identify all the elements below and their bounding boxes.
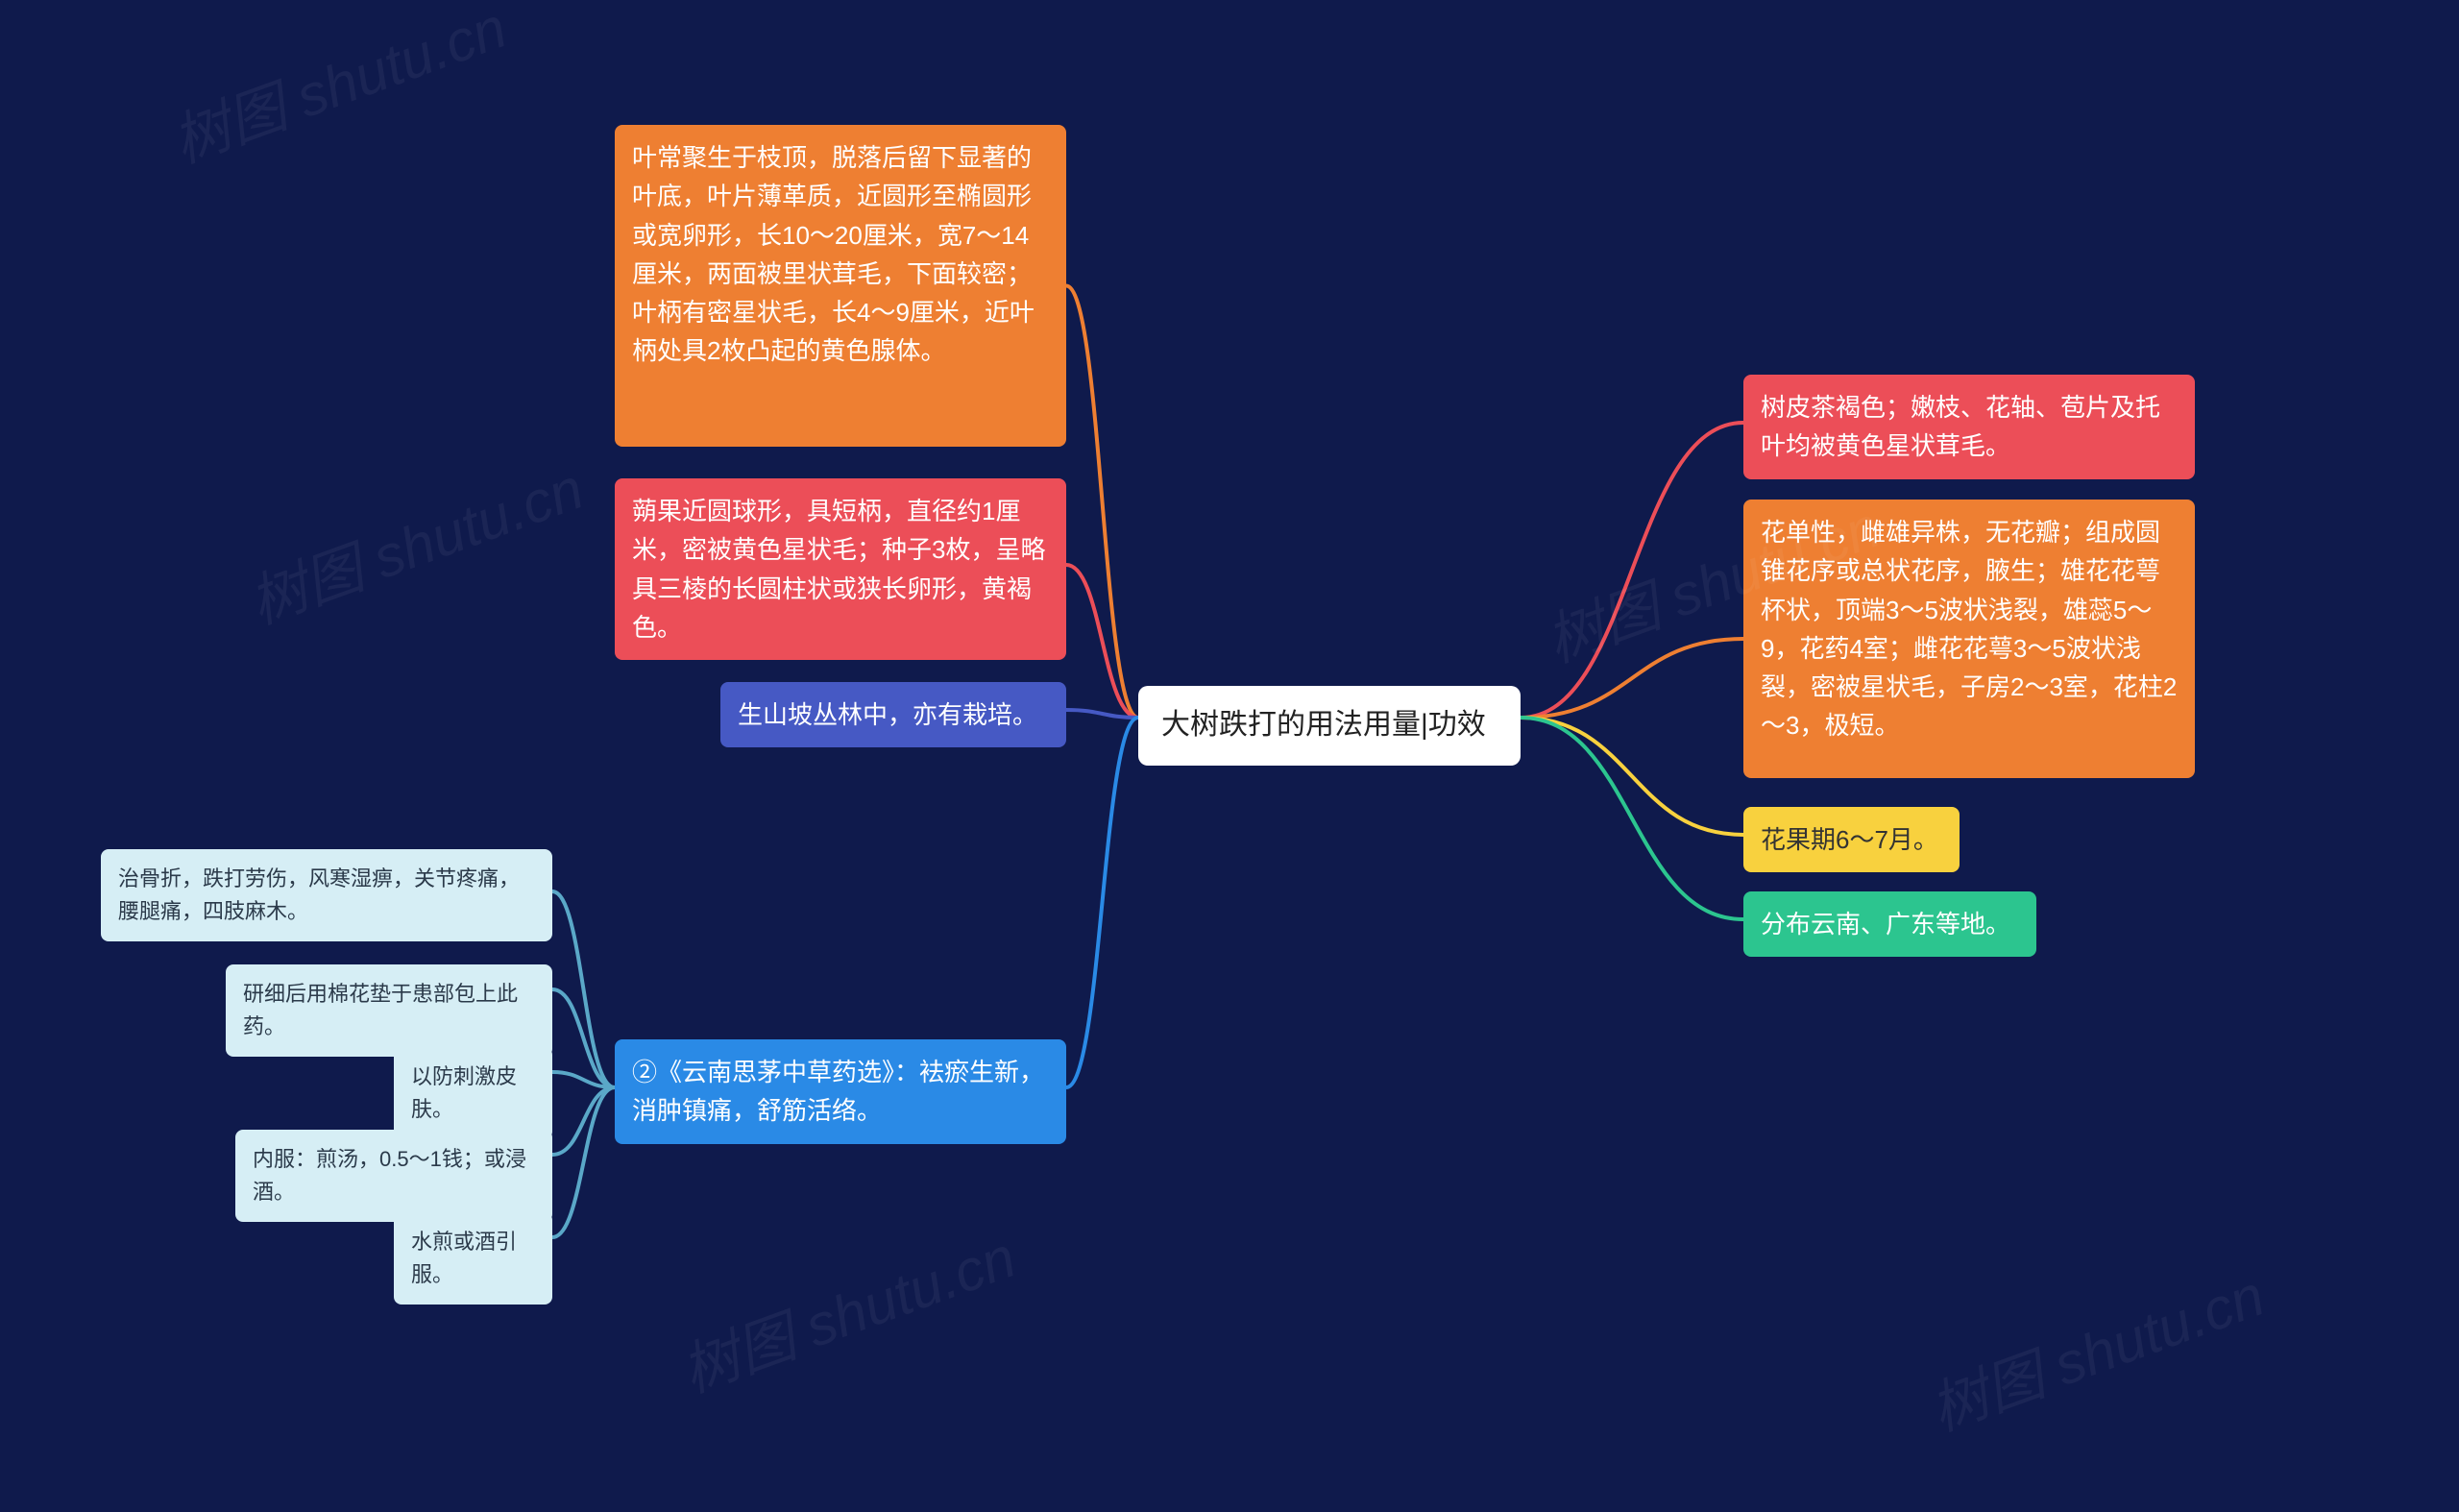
child-node-c4[interactable]: 内服：煎汤，0.5～1钱；或浸酒。 <box>235 1130 552 1222</box>
right-node-r2[interactable]: 花单性，雌雄异株，无花瓣；组成圆锥花序或总状花序，腋生；雄花花萼杯状，顶端3～5… <box>1743 500 2195 778</box>
right-node-r1[interactable]: 树皮茶褐色；嫩枝、花轴、苞片及托叶均被黄色星状茸毛。 <box>1743 375 2195 479</box>
left-node-l2[interactable]: 蒴果近圆球形，具短柄，直径约1厘米，密被黄色星状毛；种子3枚，呈略具三棱的长圆柱… <box>615 478 1066 660</box>
watermark: 树图 shutu.cn <box>1917 1249 2274 1447</box>
watermark: 树图 shutu.cn <box>669 1210 1025 1408</box>
left-node-l3[interactable]: 生山坡丛林中，亦有栽培。 <box>720 682 1066 747</box>
child-node-c1[interactable]: 治骨折，跌打劳伤，风寒湿痹，关节疼痛，腰腿痛，四肢麻木。 <box>101 849 552 941</box>
watermark: 树图 shutu.cn <box>159 0 516 180</box>
left-node-l4[interactable]: ②《云南思茅中草药选》：袪瘀生新，消肿镇痛，舒筋活络。 <box>615 1039 1066 1144</box>
right-node-r4[interactable]: 分布云南、广东等地。 <box>1743 891 2036 957</box>
left-node-l1[interactable]: 叶常聚生于枝顶，脱落后留下显著的叶底，叶片薄革质，近圆形至椭圆形或宽卵形，长10… <box>615 125 1066 447</box>
root-node[interactable]: 大树跌打的用法用量|功效 <box>1138 686 1521 766</box>
child-node-c5[interactable]: 水煎或酒引服。 <box>394 1212 552 1305</box>
right-node-r3[interactable]: 花果期6～7月。 <box>1743 807 1960 872</box>
watermark: 树图 shutu.cn <box>236 442 593 640</box>
child-node-c3[interactable]: 以防刺激皮肤。 <box>394 1047 552 1139</box>
child-node-c2[interactable]: 研细后用棉花垫于患部包上此药。 <box>226 964 552 1057</box>
